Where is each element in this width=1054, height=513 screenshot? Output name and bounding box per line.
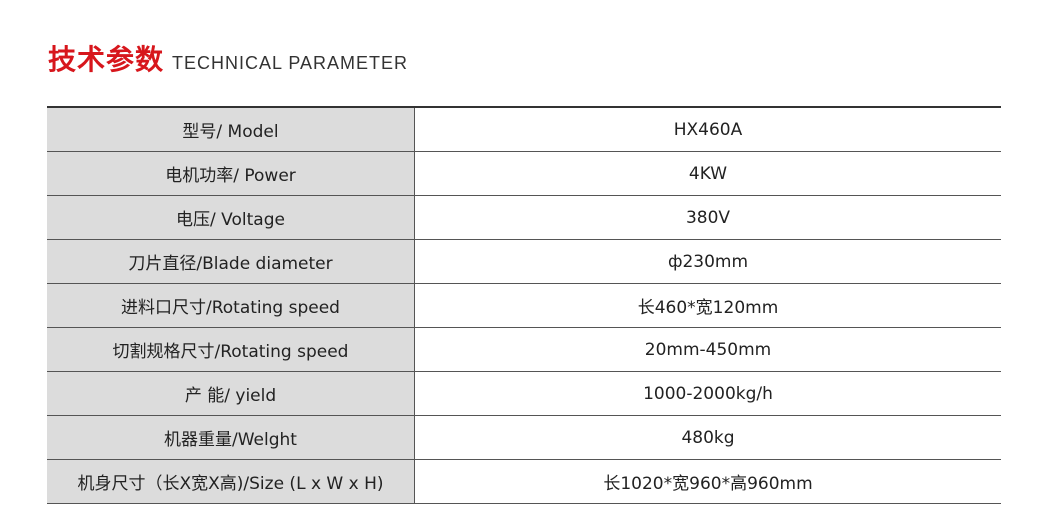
param-value: 1000-2000kg/h — [414, 371, 1001, 416]
table-row: 型号/ Model HX460A — [47, 107, 1001, 152]
table-row: 机器重量/Welght 480kg — [47, 415, 1001, 460]
param-label: 机身尺寸（长X宽X高)/Size (L x W x H) — [47, 459, 415, 504]
table-row: 电机功率/ Power 4KW — [47, 151, 1001, 196]
param-label: 电机功率/ Power — [47, 151, 415, 196]
table-row: 产 能/ yield 1000-2000kg/h — [47, 371, 1001, 416]
param-value: ф230mm — [414, 239, 1001, 284]
param-label: 机器重量/Welght — [47, 415, 415, 460]
param-value: HX460A — [414, 107, 1001, 152]
param-label: 型号/ Model — [47, 107, 415, 152]
spec-table: 型号/ Model HX460A 电机功率/ Power 4KW 电压/ Voltage… — [47, 106, 1001, 504]
param-value: 长460*宽120mm — [414, 283, 1001, 328]
table-row: 电压/ Voltage 380V — [47, 195, 1001, 240]
param-value: 长1020*宽960*高960mm — [414, 459, 1001, 504]
title-chinese: 技术参数 — [48, 43, 165, 76]
param-label: 产 能/ yield — [47, 371, 415, 416]
param-label: 电压/ Voltage — [47, 195, 415, 240]
param-label: 切割规格尺寸/Rotating speed — [47, 327, 415, 372]
table-row: 机身尺寸（长X宽X高)/Size (L x W x H) 长1020*宽960*高… — [47, 459, 1001, 504]
param-value: 20mm-450mm — [414, 327, 1001, 372]
param-value: 4KW — [414, 151, 1001, 196]
table-row: 刀片直径/Blade diameter ф230mm — [47, 239, 1001, 284]
table-row: 进料口尺寸/Rotating speed 长460*宽120mm — [47, 283, 1001, 328]
title-english: TECHNICAL PARAMETER — [172, 53, 409, 73]
table-row: 切割规格尺寸/Rotating speed 20mm-450mm — [47, 327, 1001, 372]
param-value: 380V — [414, 195, 1001, 240]
param-label: 进料口尺寸/Rotating speed — [47, 283, 415, 328]
param-value: 480kg — [414, 415, 1001, 460]
section-title: 技术参数 TECHNICAL PARAMETER — [48, 38, 408, 78]
param-label: 刀片直径/Blade diameter — [47, 239, 415, 284]
